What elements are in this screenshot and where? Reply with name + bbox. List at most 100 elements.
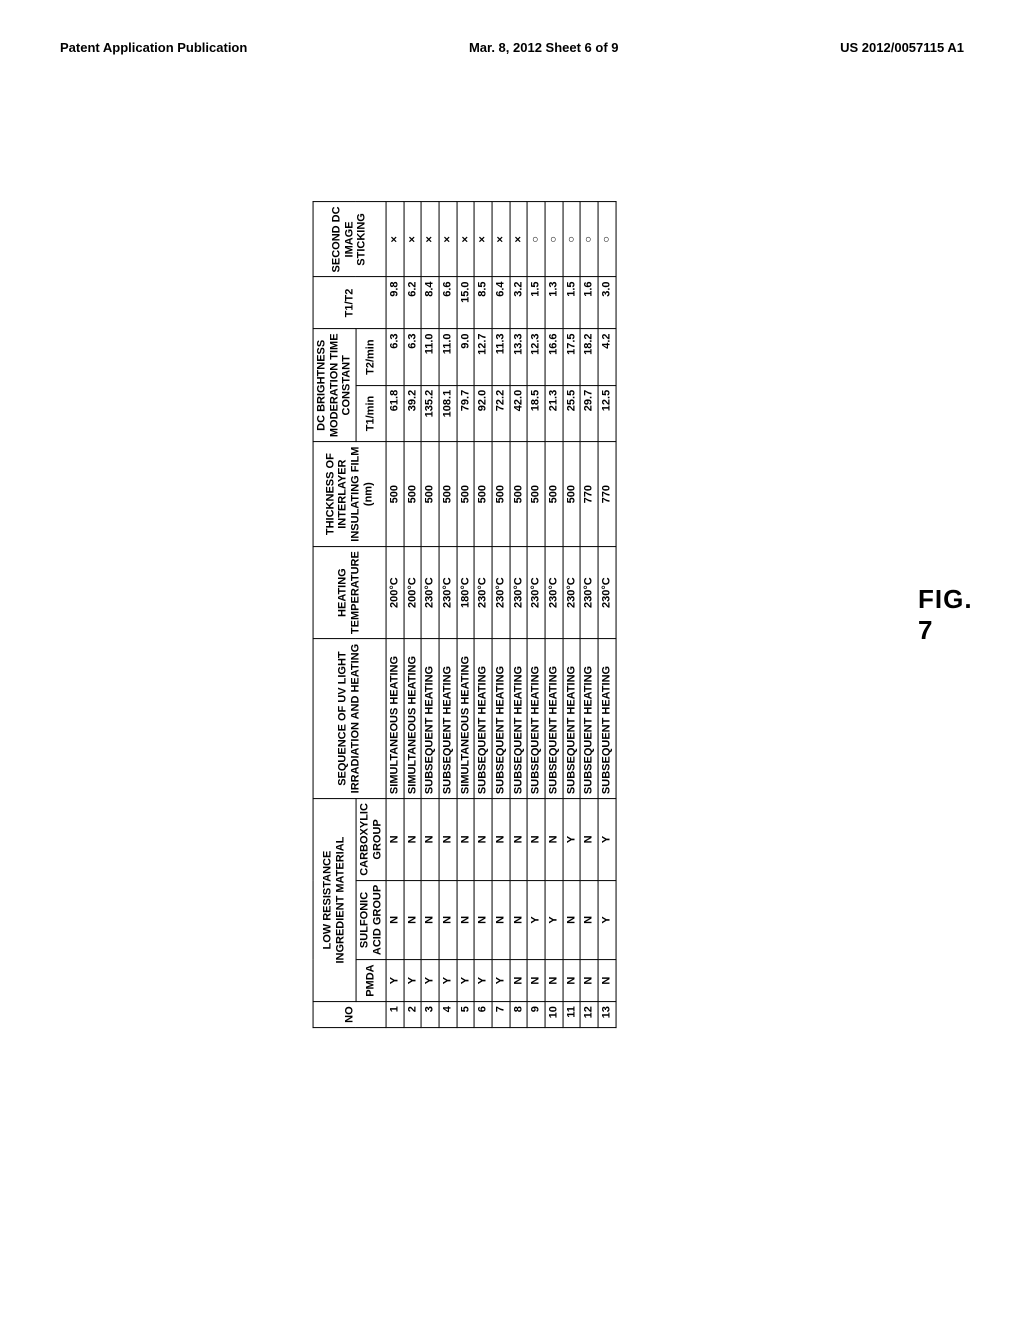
- cell-t1: 39.2: [404, 386, 422, 442]
- cell-pmda: Y: [440, 960, 458, 1002]
- th-t1t2: T1/T2: [313, 277, 386, 329]
- cell-t1t2: 6.2: [404, 277, 422, 329]
- th-dc-bright: DC BRIGHTNESSMODERATION TIMECONSTANT: [313, 329, 356, 442]
- cell-pmda: N: [581, 960, 599, 1002]
- cell-seq: SUBSEQUENT HEATING: [493, 639, 511, 799]
- cell-sulf: Y: [545, 881, 563, 960]
- cell-pmda: Y: [493, 960, 511, 1002]
- page-header: Patent Application Publication Mar. 8, 2…: [60, 40, 964, 55]
- cell-t1t2: 6.6: [440, 277, 458, 329]
- cell-t1t2: 1.6: [581, 277, 599, 329]
- cell-carb: N: [440, 799, 458, 881]
- cell-no: 8: [510, 1002, 528, 1028]
- table-row: 10NYNSUBSEQUENT HEATING230°C50021.316.61…: [545, 202, 563, 1028]
- cell-t1: 12.5: [598, 386, 616, 442]
- cell-seq: SUBSEQUENT HEATING: [422, 639, 440, 799]
- cell-seq: SUBSEQUENT HEATING: [528, 639, 546, 799]
- cell-pmda: N: [598, 960, 616, 1002]
- cell-carb: Y: [563, 799, 581, 881]
- cell-t1t2: 6.4: [493, 277, 511, 329]
- th-low-res: LOW RESISTANCEINGREDIENT MATERIAL: [313, 799, 356, 1002]
- th-sulfonic: SULFONICACID GROUP: [356, 881, 386, 960]
- cell-sdc: ×: [493, 202, 511, 277]
- th-t1min: T1/min: [356, 386, 386, 442]
- cell-thick: 770: [598, 442, 616, 547]
- th-t2min: T2/min: [356, 329, 386, 385]
- cell-temp: 200°C: [387, 547, 405, 639]
- cell-t1: 21.3: [545, 386, 563, 442]
- th-carboxylic: CARBOXYLICGROUP: [356, 799, 386, 881]
- cell-thick: 500: [563, 442, 581, 547]
- cell-sdc: ○: [528, 202, 546, 277]
- cell-seq: SIMULTANEOUS HEATING: [404, 639, 422, 799]
- cell-pmda: Y: [457, 960, 475, 1002]
- th-second-dc: SECOND DCIMAGESTICKING: [313, 202, 386, 277]
- table-row: 9NYNSUBSEQUENT HEATING230°C50018.512.31.…: [528, 202, 546, 1028]
- cell-t1: 72.2: [493, 386, 511, 442]
- cell-t2: 18.2: [581, 329, 599, 385]
- cell-sdc: ×: [404, 202, 422, 277]
- th-pmda: PMDA: [356, 960, 386, 1002]
- cell-carb: N: [404, 799, 422, 881]
- cell-thick: 500: [457, 442, 475, 547]
- cell-no: 6: [475, 1002, 493, 1028]
- cell-thick: 500: [404, 442, 422, 547]
- cell-t1: 18.5: [528, 386, 546, 442]
- cell-pmda: N: [510, 960, 528, 1002]
- cell-no: 10: [545, 1002, 563, 1028]
- cell-t1: 42.0: [510, 386, 528, 442]
- cell-sulf: Y: [598, 881, 616, 960]
- cell-t2: 12.3: [528, 329, 546, 385]
- cell-t2: 11.0: [422, 329, 440, 385]
- cell-t1t2: 1.3: [545, 277, 563, 329]
- cell-sulf: N: [475, 881, 493, 960]
- cell-carb: N: [475, 799, 493, 881]
- cell-seq: SUBSEQUENT HEATING: [563, 639, 581, 799]
- cell-carb: N: [581, 799, 599, 881]
- cell-pmda: N: [563, 960, 581, 1002]
- cell-t2: 11.3: [493, 329, 511, 385]
- cell-thick: 500: [528, 442, 546, 547]
- cell-t1: 61.8: [387, 386, 405, 442]
- cell-t2: 4.2: [598, 329, 616, 385]
- figure-title: FIG. 7: [918, 584, 973, 646]
- cell-t1: 135.2: [422, 386, 440, 442]
- cell-temp: 230°C: [440, 547, 458, 639]
- cell-t1t2: 9.8: [387, 277, 405, 329]
- table-body: 1YNNSIMULTANEOUS HEATING200°C50061.86.39…: [387, 202, 616, 1028]
- cell-sulf: N: [387, 881, 405, 960]
- cell-seq: SUBSEQUENT HEATING: [581, 639, 599, 799]
- th-sequence: SEQUENCE OF UV LIGHTIRRADIATION AND HEAT…: [313, 639, 386, 799]
- cell-t1: 92.0: [475, 386, 493, 442]
- header-left: Patent Application Publication: [60, 40, 247, 55]
- cell-seq: SIMULTANEOUS HEATING: [387, 639, 405, 799]
- cell-pmda: Y: [387, 960, 405, 1002]
- cell-t1t2: 1.5: [563, 277, 581, 329]
- cell-carb: N: [545, 799, 563, 881]
- cell-sdc: ×: [510, 202, 528, 277]
- fig7-table: NO LOW RESISTANCEINGREDIENT MATERIAL SEQ…: [313, 202, 617, 1029]
- cell-no: 9: [528, 1002, 546, 1028]
- cell-pmda: N: [545, 960, 563, 1002]
- cell-carb: N: [387, 799, 405, 881]
- cell-pmda: Y: [422, 960, 440, 1002]
- table-row: 8NNNSUBSEQUENT HEATING230°C50042.013.33.…: [510, 202, 528, 1028]
- cell-thick: 500: [422, 442, 440, 547]
- cell-sdc: ×: [440, 202, 458, 277]
- cell-no: 3: [422, 1002, 440, 1028]
- cell-thick: 500: [475, 442, 493, 547]
- cell-no: 11: [563, 1002, 581, 1028]
- cell-temp: 230°C: [493, 547, 511, 639]
- cell-t1: 79.7: [457, 386, 475, 442]
- cell-seq: SUBSEQUENT HEATING: [545, 639, 563, 799]
- cell-seq: SUBSEQUENT HEATING: [475, 639, 493, 799]
- cell-sulf: N: [563, 881, 581, 960]
- cell-seq: SUBSEQUENT HEATING: [440, 639, 458, 799]
- table-row: 11NNYSUBSEQUENT HEATING230°C50025.517.51…: [563, 202, 581, 1028]
- cell-no: 13: [598, 1002, 616, 1028]
- cell-sulf: N: [440, 881, 458, 960]
- cell-no: 5: [457, 1002, 475, 1028]
- cell-no: 12: [581, 1002, 599, 1028]
- cell-carb: N: [528, 799, 546, 881]
- cell-temp: 180°C: [457, 547, 475, 639]
